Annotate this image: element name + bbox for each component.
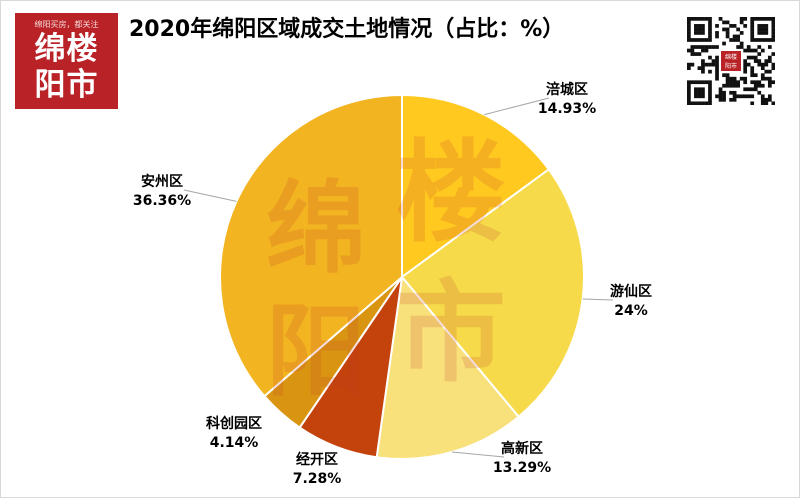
logo-line-2: 阳市 — [34, 67, 99, 103]
watermark-char-4: 市 — [396, 268, 506, 397]
leader-line-2 — [582, 298, 614, 301]
slice-label-value: 13.29% — [493, 460, 551, 476]
slice-label-value: 14.93% — [538, 101, 596, 117]
watermark-char-2: 阳 — [266, 292, 366, 410]
qr-center-line-1: 绵楼 — [725, 53, 737, 61]
pie-slice-6 — [219, 93, 403, 398]
slice-label-5: 科创园区 4.14% — [206, 415, 262, 451]
pie-slice-2 — [400, 167, 585, 419]
slice-label-1: 涪城区 14.93% — [538, 81, 596, 117]
slice-label-value: 24% — [614, 303, 648, 319]
logo-line-1: 绵楼 — [34, 31, 99, 67]
leader-line-3 — [451, 451, 505, 458]
pie-slices — [219, 93, 585, 460]
slice-label-6: 安州区 36.36% — [133, 173, 191, 209]
leader-line-6 — [183, 189, 237, 202]
slice-label-name: 游仙区 — [610, 283, 652, 300]
brand-logo: 绵阳买房，都关注 绵楼 阳市 — [15, 13, 118, 109]
slice-label-value: 4.14% — [210, 435, 259, 451]
qr-center-line-2: 阳市 — [725, 62, 737, 70]
logo-tagline: 绵阳买房，都关注 — [34, 20, 99, 29]
watermark-char-1: 绵 — [266, 169, 366, 287]
slice-label-name: 科创园区 — [206, 415, 262, 432]
slice-label-name: 安州区 — [141, 173, 183, 190]
leader-lines — [183, 97, 614, 458]
chart-title: 2020年绵阳区域成交土地情况（占比：%） — [129, 17, 565, 42]
slice-label-4: 经开区 7.28% — [293, 451, 342, 487]
slice-label-name: 涪城区 — [546, 81, 588, 98]
logo-mark: 绵楼 阳市 — [15, 31, 118, 103]
watermark: 绵 阳 楼 市 — [266, 128, 506, 410]
slice-label-name: 经开区 — [296, 451, 338, 468]
slice-label-2: 游仙区 24% — [610, 283, 652, 319]
slice-label-value: 7.28% — [293, 471, 342, 487]
watermark-char-3: 楼 — [396, 128, 506, 257]
slice-label-value: 36.36% — [133, 193, 191, 209]
slice-label-name: 高新区 — [501, 440, 543, 457]
slice-label-3: 高新区 13.29% — [493, 440, 551, 476]
leader-line-1 — [484, 97, 550, 116]
qr-code: 绵楼 阳市 — [687, 17, 775, 105]
slice-labels: 涪城区 14.93% 游仙区 24% 高新区 13.29% 经开区 7.28% 科创园区 4.14… — [133, 81, 652, 487]
pie-slice-1 — [401, 93, 551, 279]
